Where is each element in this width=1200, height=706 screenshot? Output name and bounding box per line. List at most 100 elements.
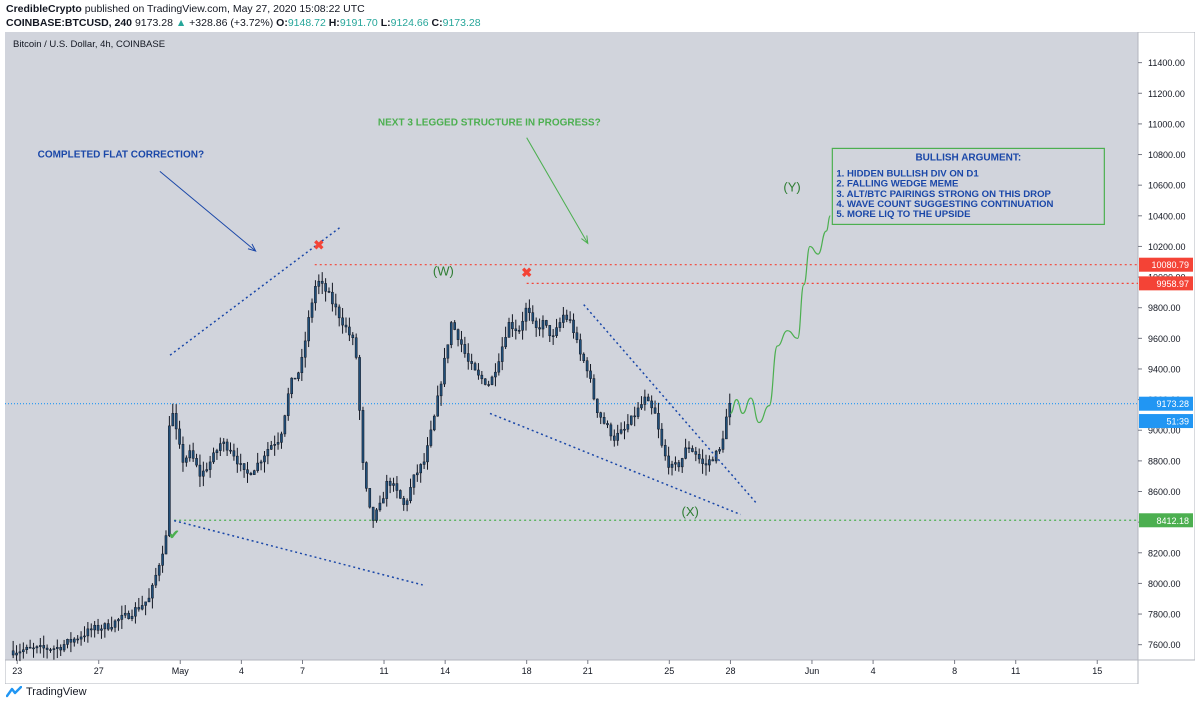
candle-body xyxy=(293,377,297,380)
candle-body xyxy=(470,361,473,364)
candle-body xyxy=(11,650,15,656)
chart-area[interactable]: Bitcoin / U.S. Dollar, 4h, COINBASE 7600.… xyxy=(4,31,1196,685)
candle-body xyxy=(22,649,25,653)
candle-body xyxy=(606,423,609,426)
candle-body xyxy=(640,404,643,409)
price-chart[interactable]: Bitcoin / U.S. Dollar, 4h, COINBASE 7600.… xyxy=(4,31,1196,685)
candle-body xyxy=(718,449,721,452)
candle-body xyxy=(303,340,307,358)
candle-body xyxy=(399,490,402,499)
candle-body xyxy=(52,648,56,650)
candle-body xyxy=(677,462,681,468)
candle-body xyxy=(555,327,558,336)
close-label: C: xyxy=(431,17,443,29)
candle-body xyxy=(59,647,63,651)
candle-body xyxy=(185,457,188,463)
candle-body xyxy=(198,464,202,477)
candle-body xyxy=(290,377,293,395)
y-tick-label: 11200.00 xyxy=(1148,89,1185,99)
candle-body xyxy=(269,445,273,450)
candle-body xyxy=(565,314,569,320)
candle-body xyxy=(494,371,497,378)
candle-body xyxy=(344,324,348,328)
candle-body xyxy=(538,327,541,330)
candle-body xyxy=(256,462,259,471)
candle-body xyxy=(436,395,439,417)
y-tick-label: 10800.00 xyxy=(1148,150,1186,160)
candle-body xyxy=(551,335,555,337)
price-tag-badge xyxy=(1139,257,1193,272)
candle-body xyxy=(511,322,514,330)
candle-body xyxy=(15,652,18,656)
candle-body xyxy=(117,619,120,622)
symbol-label: COINBASE:BTCUSD, 240 xyxy=(6,17,133,29)
candle-body xyxy=(314,286,317,304)
price-axis-panel xyxy=(1137,31,1196,661)
author-name[interactable]: CredibleCrypto xyxy=(6,3,82,15)
candle-body xyxy=(174,413,178,430)
annotation-label: NEXT 3 LEGGED STRUCTURE IN PROGRESS? xyxy=(378,117,601,128)
candle-body xyxy=(592,378,596,400)
info-box-line: 4. WAVE COUNT SUGGESTING CONTINUATION xyxy=(836,199,1053,210)
candle-body xyxy=(28,646,32,649)
candle-body xyxy=(504,337,507,348)
candle-body xyxy=(229,449,232,452)
price-tag-badge xyxy=(1139,276,1193,291)
price-tag-label: 51:39 xyxy=(1166,417,1189,427)
candle-body xyxy=(524,307,528,322)
candle-body xyxy=(653,407,657,414)
candle-body xyxy=(144,601,147,606)
candle-body xyxy=(643,396,647,405)
annotation-arrow-line xyxy=(526,137,589,244)
y-tick-label: 8200.00 xyxy=(1148,548,1181,558)
candle-body xyxy=(650,400,653,409)
candle-body xyxy=(239,463,243,465)
candle-body xyxy=(697,454,701,460)
candle-body xyxy=(422,461,426,465)
x-tick-label: 23 xyxy=(12,666,22,676)
candle-body xyxy=(297,372,300,379)
high-value: 9191.70 xyxy=(339,17,378,29)
tradingview-brand[interactable]: TradingView xyxy=(26,686,87,698)
candle-body xyxy=(687,447,691,450)
candle-body xyxy=(18,651,22,654)
candle-body xyxy=(392,483,395,486)
candle-body xyxy=(589,370,592,379)
candle-body xyxy=(164,535,168,555)
annotation-label: (Y) xyxy=(783,179,800,194)
candle-body xyxy=(419,464,423,474)
arrow-head-icon xyxy=(247,243,257,252)
candle-body xyxy=(585,360,589,372)
candle-body xyxy=(32,647,35,650)
candle-body xyxy=(273,444,276,446)
candle-body xyxy=(680,458,684,468)
x-tick-label: 4 xyxy=(239,666,244,676)
y-tick-label: 7800.00 xyxy=(1148,610,1181,620)
candle-body xyxy=(670,463,674,468)
candle-body xyxy=(236,455,239,465)
candle-body xyxy=(341,317,344,326)
annotation-label: (W) xyxy=(433,264,454,279)
candle-body xyxy=(320,280,324,284)
candle-body xyxy=(137,607,141,610)
footer: TradingView xyxy=(6,686,87,698)
candle-body xyxy=(674,462,677,465)
candle-body xyxy=(596,398,599,413)
ohlc-line: COINBASE:BTCUSD, 240 9173.28 ▲ +328.86 (… xyxy=(6,16,481,30)
candle-body xyxy=(416,472,419,476)
candle-body xyxy=(507,322,511,338)
candle-body xyxy=(701,458,704,464)
price-tag-label: 9958.97 xyxy=(1156,279,1189,289)
candle-body xyxy=(266,449,270,457)
candle-body xyxy=(708,459,711,466)
candle-body xyxy=(728,403,732,418)
candle-body xyxy=(497,361,501,373)
x-tick-label: 25 xyxy=(664,666,674,676)
candle-body xyxy=(358,357,361,411)
candle-body xyxy=(572,319,575,334)
candle-body xyxy=(500,346,504,362)
candle-body xyxy=(531,312,535,322)
candle-body xyxy=(127,612,130,619)
candle-body xyxy=(409,487,412,502)
candle-body xyxy=(725,416,728,440)
